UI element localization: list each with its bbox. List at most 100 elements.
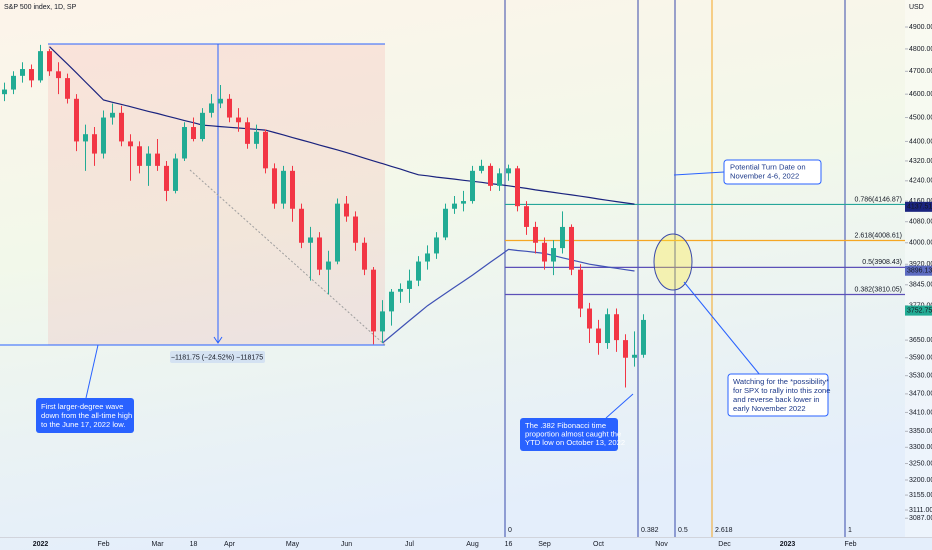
fib-label: 0.382(3810.05) <box>855 286 902 293</box>
time-fib-label: 2.618 <box>715 527 733 534</box>
annotation-box <box>36 398 134 433</box>
candle-body <box>101 117 106 154</box>
y-tick-label: 3155.00 <box>909 492 932 499</box>
x-tick-label: 2022 <box>33 541 49 548</box>
y-tick-label: 3530.00 <box>909 373 932 380</box>
candle-body <box>623 340 628 358</box>
candle-body <box>263 131 268 169</box>
candle-body <box>596 328 601 344</box>
chart-title: S&P 500 index, 1D, SP <box>4 4 77 11</box>
candle-body <box>281 170 286 204</box>
annotation-text: early November 2022 <box>733 404 806 413</box>
y-tick-label: 4500.00 <box>909 114 932 121</box>
candle-body <box>209 103 214 113</box>
price-label-box <box>905 201 932 212</box>
annotation-text: proportion almost caught the <box>525 430 621 439</box>
x-tick-label: 16 <box>505 541 513 548</box>
candle-body <box>614 314 619 341</box>
y-tick-label: 4900.00 <box>909 24 932 31</box>
candle-body <box>461 201 466 204</box>
candle-body <box>362 242 367 270</box>
y-tick-label: 3845.00 <box>909 282 932 289</box>
x-tick-label: Feb <box>844 541 856 548</box>
x-tick-label: Nov <box>655 541 668 548</box>
annotation-text: to the June 17, 2022 low. <box>41 420 125 429</box>
annotation-text: First larger-degree wave <box>41 402 123 411</box>
price-label-box <box>905 305 932 316</box>
candle-body <box>380 311 385 332</box>
candle-body <box>515 168 520 207</box>
y-tick-label: 3350.00 <box>909 428 932 435</box>
candle-body <box>326 261 331 270</box>
candle-body <box>119 112 124 142</box>
annotation-box <box>520 418 618 451</box>
x-tick-label: 18 <box>190 541 198 548</box>
x-tick-label: Apr <box>224 541 236 548</box>
candle-body <box>2 89 7 95</box>
y-tick-label: 3920.00 <box>909 261 932 268</box>
candle-body <box>452 203 457 209</box>
candle-body <box>308 237 313 243</box>
y-tick-label: 4400.00 <box>909 138 932 145</box>
x-tick-label: Mar <box>151 541 164 548</box>
candle-body <box>92 134 97 154</box>
y-tick-label: 3300.00 <box>909 444 932 451</box>
time-fib-label: 0.5 <box>678 527 688 534</box>
candle-body <box>299 208 304 243</box>
candle-body <box>227 98 232 118</box>
candle-body <box>470 170 475 202</box>
candle-body <box>542 242 547 262</box>
annotation-text: for SPX to rally into this zone <box>733 386 831 395</box>
candle-body <box>560 226 565 249</box>
candle-body <box>641 319 646 355</box>
candle-body <box>605 314 610 344</box>
candle-body <box>371 269 376 332</box>
fib-label: 0.5(3908.43) <box>862 259 902 266</box>
candle-body <box>425 253 430 262</box>
arrow-head <box>213 336 223 344</box>
candle-body <box>389 291 394 312</box>
candle-body <box>29 69 34 81</box>
x-tick-label: Aug <box>466 541 479 548</box>
candle-body <box>506 168 511 174</box>
annotation-text: and reverse back lower in <box>733 395 820 404</box>
candle-body <box>290 170 295 209</box>
candle-body <box>56 71 61 79</box>
x-tick-label: Dec <box>718 541 731 548</box>
x-tick-label: Oct <box>593 541 604 548</box>
fib-label: 2.618(4008.61) <box>855 232 902 239</box>
candle-body <box>236 117 241 123</box>
y-tick-label: 3087.00 <box>909 515 932 522</box>
candle-body <box>218 98 223 104</box>
candle-body <box>254 131 259 144</box>
candle-body <box>416 261 421 281</box>
candle-body <box>38 51 43 81</box>
time-fib-label: 0.382 <box>641 527 659 534</box>
candle-body <box>407 280 412 289</box>
annotation-text: down from the all-time high <box>41 411 132 420</box>
annotation-text: November 4-6, 2022 <box>730 172 799 181</box>
candle-body <box>11 75 16 90</box>
y-tick-label: 4600.00 <box>909 91 932 98</box>
candle-body <box>137 146 142 166</box>
y-tick-label: 4160.00 <box>909 198 932 205</box>
x-tick-label: 2023 <box>780 541 796 548</box>
y-tick-label: 4800.00 <box>909 46 932 53</box>
candle-body <box>488 165 493 186</box>
candle-body <box>110 112 115 118</box>
connector <box>673 171 725 176</box>
candle-body <box>353 216 358 243</box>
annotation-text: Watching for the *possibility* <box>733 377 829 386</box>
moving-average <box>382 248 635 344</box>
candle-body <box>434 237 439 254</box>
candle-body <box>497 173 502 186</box>
candle-body <box>74 98 79 142</box>
y-tick-label: 4700.00 <box>909 68 932 75</box>
candle-body <box>569 226 574 270</box>
moving-average <box>49 46 635 205</box>
y-tick-label: 3410.00 <box>909 409 932 416</box>
annotation-text: The .382 Fibonacci time <box>525 421 606 430</box>
annotation-text: YTD low on October 13, 2022 <box>525 438 625 447</box>
candle-body <box>398 288 403 292</box>
